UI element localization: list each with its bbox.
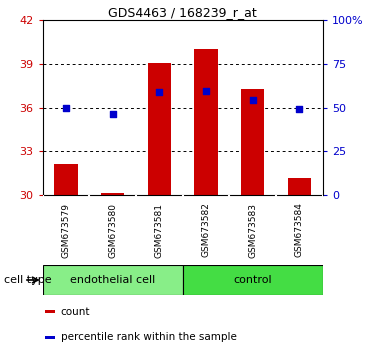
Point bbox=[63, 105, 69, 111]
Point bbox=[157, 89, 162, 95]
Bar bbox=[46, 336, 55, 339]
Point bbox=[203, 88, 209, 94]
Text: GSM673581: GSM673581 bbox=[155, 202, 164, 257]
Bar bbox=[54, 164, 78, 195]
Bar bbox=[194, 49, 218, 195]
Text: GSM673579: GSM673579 bbox=[62, 202, 70, 257]
Text: cell type: cell type bbox=[4, 275, 51, 285]
Text: GSM673580: GSM673580 bbox=[108, 202, 117, 257]
Bar bbox=[46, 310, 55, 313]
Bar bbox=[101, 193, 124, 195]
Point bbox=[110, 111, 116, 117]
Bar bbox=[148, 63, 171, 195]
Text: count: count bbox=[61, 307, 91, 316]
Bar bbox=[183, 265, 323, 295]
Text: control: control bbox=[233, 275, 272, 285]
Text: GSM673584: GSM673584 bbox=[295, 202, 304, 257]
Bar bbox=[288, 177, 311, 195]
Text: endothelial cell: endothelial cell bbox=[70, 275, 155, 285]
Bar bbox=[43, 265, 183, 295]
Text: GSM673583: GSM673583 bbox=[248, 202, 257, 257]
Text: GSM673582: GSM673582 bbox=[201, 202, 211, 257]
Title: GDS4463 / 168239_r_at: GDS4463 / 168239_r_at bbox=[108, 6, 257, 19]
Point bbox=[296, 106, 302, 112]
Text: percentile rank within the sample: percentile rank within the sample bbox=[61, 332, 237, 342]
Point bbox=[250, 97, 256, 103]
Bar bbox=[241, 88, 265, 195]
